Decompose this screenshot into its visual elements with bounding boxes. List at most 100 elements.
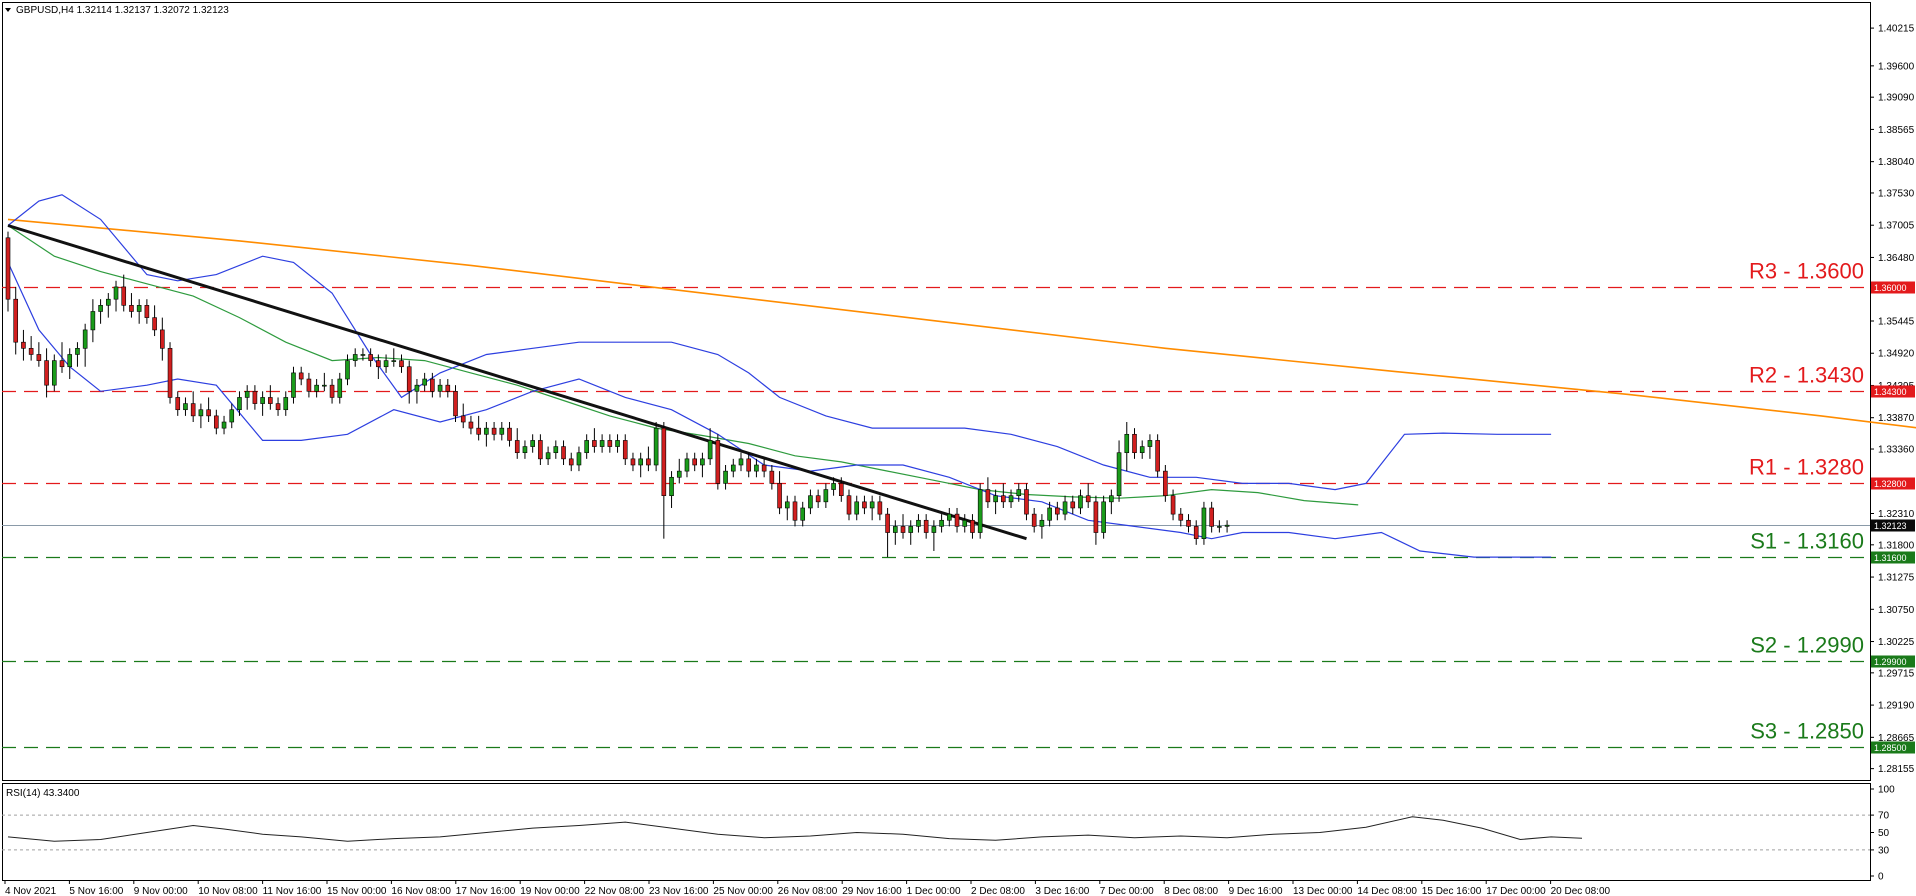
candle-body xyxy=(823,489,829,503)
candle-body xyxy=(44,360,49,386)
time-axis-label: 5 Nov 16:00 xyxy=(69,886,123,896)
level-price-tag-label: 1.34300 xyxy=(1874,387,1907,397)
candle-body xyxy=(838,483,844,496)
candle-body xyxy=(113,286,119,300)
candle-body xyxy=(1139,446,1145,454)
candle-body xyxy=(352,354,358,361)
candle-body xyxy=(985,489,991,503)
candle-body xyxy=(376,360,381,368)
price-axis-label: 1.33360 xyxy=(1878,445,1915,456)
level-price-tag xyxy=(1871,655,1915,668)
series-line-bb-upper xyxy=(7,194,1552,491)
price-axis-label: 1.38040 xyxy=(1878,157,1915,168)
rsi-axis-label: 30 xyxy=(1878,845,1890,856)
candle-body xyxy=(144,305,150,318)
level-price-tag-label: 1.32800 xyxy=(1874,479,1907,489)
candle-body xyxy=(1093,501,1099,533)
time-axis-label: 17 Nov 16:00 xyxy=(456,886,516,896)
time-axis-label: 7 Dec 00:00 xyxy=(1100,886,1154,896)
price-axis-label: 1.40215 xyxy=(1878,24,1915,35)
price-axis-label: 1.33870 xyxy=(1878,413,1915,424)
candle-body xyxy=(337,378,343,398)
level-price-tag xyxy=(1871,477,1915,490)
price-axis-label: 1.29715 xyxy=(1878,668,1915,679)
candle-body xyxy=(383,360,389,368)
candle-body xyxy=(522,446,528,454)
candle-body xyxy=(59,360,65,368)
time-axis-label: 14 Dec 08:00 xyxy=(1357,886,1417,896)
candle-body xyxy=(152,317,157,331)
candle-body xyxy=(214,415,219,429)
candle-body xyxy=(391,360,397,362)
candle-body xyxy=(368,354,373,361)
candle-body xyxy=(1178,513,1184,521)
candle-body xyxy=(1217,526,1222,528)
candle-body xyxy=(607,440,613,447)
candle-body xyxy=(468,421,474,429)
candle-body xyxy=(730,464,736,472)
candle-body xyxy=(198,409,204,417)
candle-body xyxy=(476,427,481,435)
price-axis-label: 1.28665 xyxy=(1878,733,1915,744)
chart-header: GBPUSD,H4 1.32114 1.32137 1.32072 1.3212… xyxy=(16,5,229,16)
candle-body xyxy=(221,421,227,429)
candle-body xyxy=(206,409,211,417)
time-axis-label: 29 Nov 16:00 xyxy=(842,886,902,896)
candle-body xyxy=(561,446,566,460)
time-axis-label: 11 Nov 16:00 xyxy=(263,886,322,896)
candle-body xyxy=(291,372,296,398)
rsi-axis-label: 70 xyxy=(1878,811,1890,822)
candle-body xyxy=(692,458,697,466)
level-label: R3 - 1.3600 xyxy=(1749,259,1864,284)
candle-body xyxy=(121,286,127,306)
candle-body xyxy=(1209,507,1214,527)
price-axis-label: 1.32310 xyxy=(1878,509,1915,520)
time-axis-label: 16 Nov 08:00 xyxy=(391,886,451,896)
candle-body xyxy=(669,476,674,496)
candle-body xyxy=(1132,433,1137,454)
candle-body xyxy=(784,501,790,509)
candle-body xyxy=(445,384,451,392)
candle-body xyxy=(129,305,134,312)
candle-body xyxy=(106,298,111,306)
level-label: S3 - 1.2850 xyxy=(1750,719,1864,744)
candle-body xyxy=(676,470,682,478)
candle-body xyxy=(275,403,281,411)
candle-body xyxy=(75,348,80,355)
candle-body xyxy=(1085,495,1091,503)
series-line-sma-200 xyxy=(7,218,1916,429)
candle-body xyxy=(707,440,713,460)
rsi-axis-label: 0 xyxy=(1878,872,1884,883)
candle-body xyxy=(908,526,914,533)
candle-body xyxy=(1163,470,1168,496)
candle-body xyxy=(491,427,497,435)
candle-body xyxy=(136,305,142,312)
candle-body xyxy=(430,378,435,392)
candle-body xyxy=(244,391,250,398)
price-axis-label: 1.38565 xyxy=(1878,125,1915,136)
candle-body xyxy=(754,464,759,472)
candle-body xyxy=(646,458,651,466)
candle-body xyxy=(931,526,937,533)
candle-body xyxy=(252,391,258,404)
candle-body xyxy=(484,427,489,435)
level-price-tag xyxy=(1871,741,1915,754)
candle-body xyxy=(360,354,366,356)
candle-body xyxy=(970,519,975,533)
level-price-tag xyxy=(1871,281,1915,294)
candle-body xyxy=(954,513,960,527)
level-price-tag-label: 1.28500 xyxy=(1874,743,1907,753)
candle-body xyxy=(21,341,26,349)
candle-body xyxy=(5,237,11,300)
rsi-line xyxy=(7,816,1583,842)
candle-body xyxy=(615,440,620,447)
candle-body xyxy=(329,384,335,398)
candle-body xyxy=(653,427,659,466)
candle-body xyxy=(777,483,782,509)
time-axis-label: 15 Nov 00:00 xyxy=(327,886,387,896)
price-axis-label: 1.36480 xyxy=(1878,253,1915,264)
candle-body xyxy=(1039,519,1045,527)
time-axis-label: 17 Dec 00:00 xyxy=(1486,886,1546,896)
level-label: S1 - 1.3160 xyxy=(1750,529,1864,554)
last-price-tag xyxy=(1871,519,1915,532)
